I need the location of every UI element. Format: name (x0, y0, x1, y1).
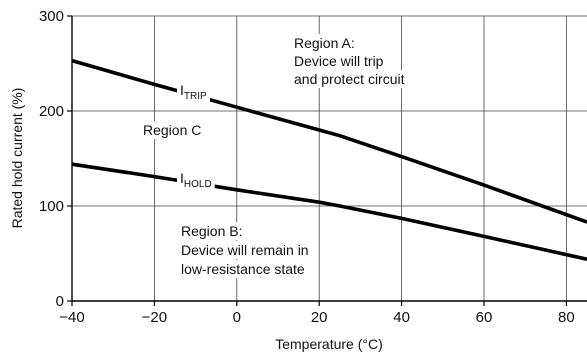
x-tick-label: −20 (142, 309, 167, 326)
region-b-line-1: Region B: (181, 223, 242, 239)
label-background (291, 52, 387, 70)
series-label-hold-main: I (180, 170, 184, 186)
x-tick-label: −40 (59, 309, 84, 326)
label-background (291, 34, 358, 52)
y-tick-label: 200 (39, 103, 64, 120)
y-tick-label: 300 (39, 8, 64, 25)
x-tick-label: 40 (393, 309, 410, 326)
label-background (140, 121, 205, 139)
label-background (178, 260, 308, 278)
y-tick-label: 100 (39, 198, 64, 215)
x-tick-label: 0 (233, 309, 241, 326)
region-a-line-1: Region A: (294, 35, 355, 51)
series-line-hold (71, 162, 587, 261)
region-c-label: Region C (143, 122, 201, 138)
y-axis-title: Rated hold current (%) (9, 88, 25, 229)
label-background (291, 70, 408, 88)
series-label-trip-main: I (180, 82, 184, 98)
label-background (177, 169, 215, 191)
axes: −40 −20 0 20 40 60 80 0 100 200 300 (39, 8, 587, 326)
x-tick-label: 80 (558, 309, 575, 326)
label-background (178, 222, 246, 240)
series-label-trip: ITRIP (180, 82, 207, 102)
label-background (178, 241, 312, 259)
series-label-hold: IHOLD (180, 170, 212, 190)
series-label-trip-sub: TRIP (184, 91, 207, 102)
region-a-line-3: and protect circuit (294, 71, 405, 87)
region-b-line-3: low-resistance state (181, 261, 305, 277)
annotations: ITRIP IHOLD Region A: Device will trip a… (140, 34, 408, 278)
x-tick-label: 20 (311, 309, 328, 326)
series-lines (71, 58, 587, 261)
x-tick-label: 60 (476, 309, 493, 326)
region-a-line-2: Device will trip (294, 53, 384, 69)
series-label-hold-sub: HOLD (184, 179, 212, 190)
region-b-line-2: Device will remain in (181, 242, 309, 258)
series-line-trip (71, 58, 587, 224)
label-background (177, 81, 210, 103)
x-axis-title: Temperature (°C) (275, 336, 383, 352)
y-tick-label: 0 (56, 293, 64, 310)
